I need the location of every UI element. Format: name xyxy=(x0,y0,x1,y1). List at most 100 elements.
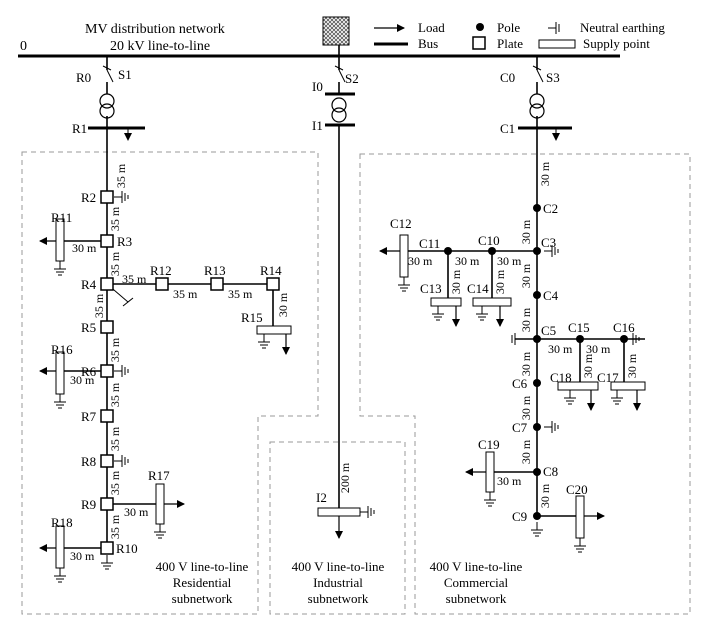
label-c3: C3 xyxy=(541,235,556,250)
plate-r6 xyxy=(100,364,114,378)
residential-boundary xyxy=(21,151,319,615)
dist-r12-r13: 35 m xyxy=(173,287,198,301)
label-r16: R16 xyxy=(51,342,73,357)
label-r7: R7 xyxy=(81,409,97,424)
dist-r4-r12: 35 m xyxy=(122,272,147,286)
dist-r5-r6: 35 m xyxy=(108,337,122,362)
label-c19: C19 xyxy=(478,437,500,452)
label-r9: R9 xyxy=(81,497,96,512)
commercial-feeder xyxy=(379,56,646,553)
label-r6: R6 xyxy=(81,364,97,379)
pole-c7 xyxy=(533,423,541,431)
dist-c5-c15: 30 m xyxy=(548,342,573,356)
label-c7: C7 xyxy=(512,420,528,435)
label-c5: C5 xyxy=(541,323,556,338)
dist-c10-c3: 30 m xyxy=(497,254,522,268)
label-r11: R11 xyxy=(51,210,72,225)
label-c11: C11 xyxy=(419,236,440,251)
legend-bus-label: Bus xyxy=(418,36,438,51)
plate-r14 xyxy=(266,277,280,291)
legend-load-label: Load xyxy=(418,20,445,35)
dist-r3-r4: 35 m xyxy=(108,251,122,276)
label-c4: C4 xyxy=(543,288,559,303)
plate-r3 xyxy=(100,234,114,248)
dist-c7-c8: 30 m xyxy=(519,439,533,464)
label-c8: C8 xyxy=(543,464,558,479)
dist-r13-r14: 35 m xyxy=(228,287,253,301)
industrial-caption-voltage: 400 V line-to-line xyxy=(292,559,385,574)
industrial-feeder xyxy=(317,45,375,539)
legend-plate-label: Plate xyxy=(497,36,523,51)
dist-c11-c10: 30 m xyxy=(455,254,480,268)
label-s3: S3 xyxy=(546,70,560,85)
label-i0: I0 xyxy=(312,79,323,94)
residential-caption-sub: subnetwork xyxy=(172,591,233,606)
dist-c16-c17: 30 m xyxy=(625,353,639,378)
commercial-caption-name: Commercial xyxy=(444,575,509,590)
label-c17: C17 xyxy=(597,370,619,385)
dist-c11-c13: 30 m xyxy=(449,269,463,294)
dist-r1-r2: 35 m xyxy=(114,163,128,188)
label-r3: R3 xyxy=(117,234,132,249)
legend-neutral-label: Neutral earthing xyxy=(580,20,665,35)
label-s2: S2 xyxy=(345,71,359,86)
legend-neutral-earthing-icon xyxy=(548,22,560,34)
plate-r7 xyxy=(100,409,114,423)
pole-c9 xyxy=(533,512,541,520)
label-r4: R4 xyxy=(81,277,97,292)
dist-r3-r11: 30 m xyxy=(72,241,97,255)
commercial-boundary xyxy=(359,153,691,615)
transformer-r-icon xyxy=(99,93,115,119)
legend-plate-icon xyxy=(472,36,486,50)
dist-c6-c7: 30 m xyxy=(519,395,533,420)
pole-c16 xyxy=(620,335,628,343)
pole-c5 xyxy=(533,335,541,343)
pole-c15 xyxy=(576,335,584,343)
label-c20: C20 xyxy=(566,482,588,497)
residential-plates xyxy=(100,190,280,555)
dist-r7-r8: 35 m xyxy=(108,426,122,451)
pole-c2 xyxy=(533,204,541,212)
dist-r9-r10: 35 m xyxy=(108,514,122,539)
dist-c15-c18: 30 m xyxy=(581,353,595,378)
residential-caption-voltage: 400 V line-to-line xyxy=(156,559,249,574)
dist-c1-c2: 30 m xyxy=(538,161,552,186)
mv-source-symbol xyxy=(322,16,350,46)
label-s1: S1 xyxy=(118,67,132,82)
plate-r8 xyxy=(100,454,114,468)
label-i2: I2 xyxy=(316,490,327,505)
dist-r2-r3: 35 m xyxy=(108,206,122,231)
label-i1: I1 xyxy=(312,118,323,133)
industrial-caption-name: Industrial xyxy=(313,575,363,590)
dist-r8-r9: 35 m xyxy=(108,470,122,495)
dist-c3-c4: 30 m xyxy=(519,263,533,288)
dist-c8-c19: 30 m xyxy=(497,474,522,488)
label-r0: R0 xyxy=(76,70,91,85)
legend-supply-icon xyxy=(538,39,576,49)
pole-c4 xyxy=(533,291,541,299)
legend-pole-label: Pole xyxy=(497,20,520,35)
industrial-boundary xyxy=(269,441,406,615)
bus-zero-label: 0 xyxy=(20,39,27,54)
label-c6: C6 xyxy=(512,376,528,391)
dist-c15-c16: 30 m xyxy=(586,342,611,356)
label-r12: R12 xyxy=(150,263,172,278)
label-c1: C1 xyxy=(500,121,515,136)
label-c13: C13 xyxy=(420,281,442,296)
plate-r4 xyxy=(100,277,114,291)
label-r18: R18 xyxy=(51,515,73,530)
label-c18: C18 xyxy=(550,370,572,385)
industrial-caption-sub: subnetwork xyxy=(308,591,369,606)
pole-c6 xyxy=(533,379,541,387)
plate-r10 xyxy=(100,541,114,555)
plate-r5 xyxy=(100,320,114,334)
plate-r2 xyxy=(100,190,114,204)
label-c9: C9 xyxy=(512,509,527,524)
label-r10: R10 xyxy=(116,541,138,556)
label-c0: C0 xyxy=(500,70,515,85)
plate-r13 xyxy=(210,277,224,291)
pole-c10 xyxy=(488,247,496,255)
dist-r10-r18: 30 m xyxy=(70,549,95,563)
dist-c4-c5: 30 m xyxy=(519,307,533,332)
label-c16: C16 xyxy=(613,320,635,335)
